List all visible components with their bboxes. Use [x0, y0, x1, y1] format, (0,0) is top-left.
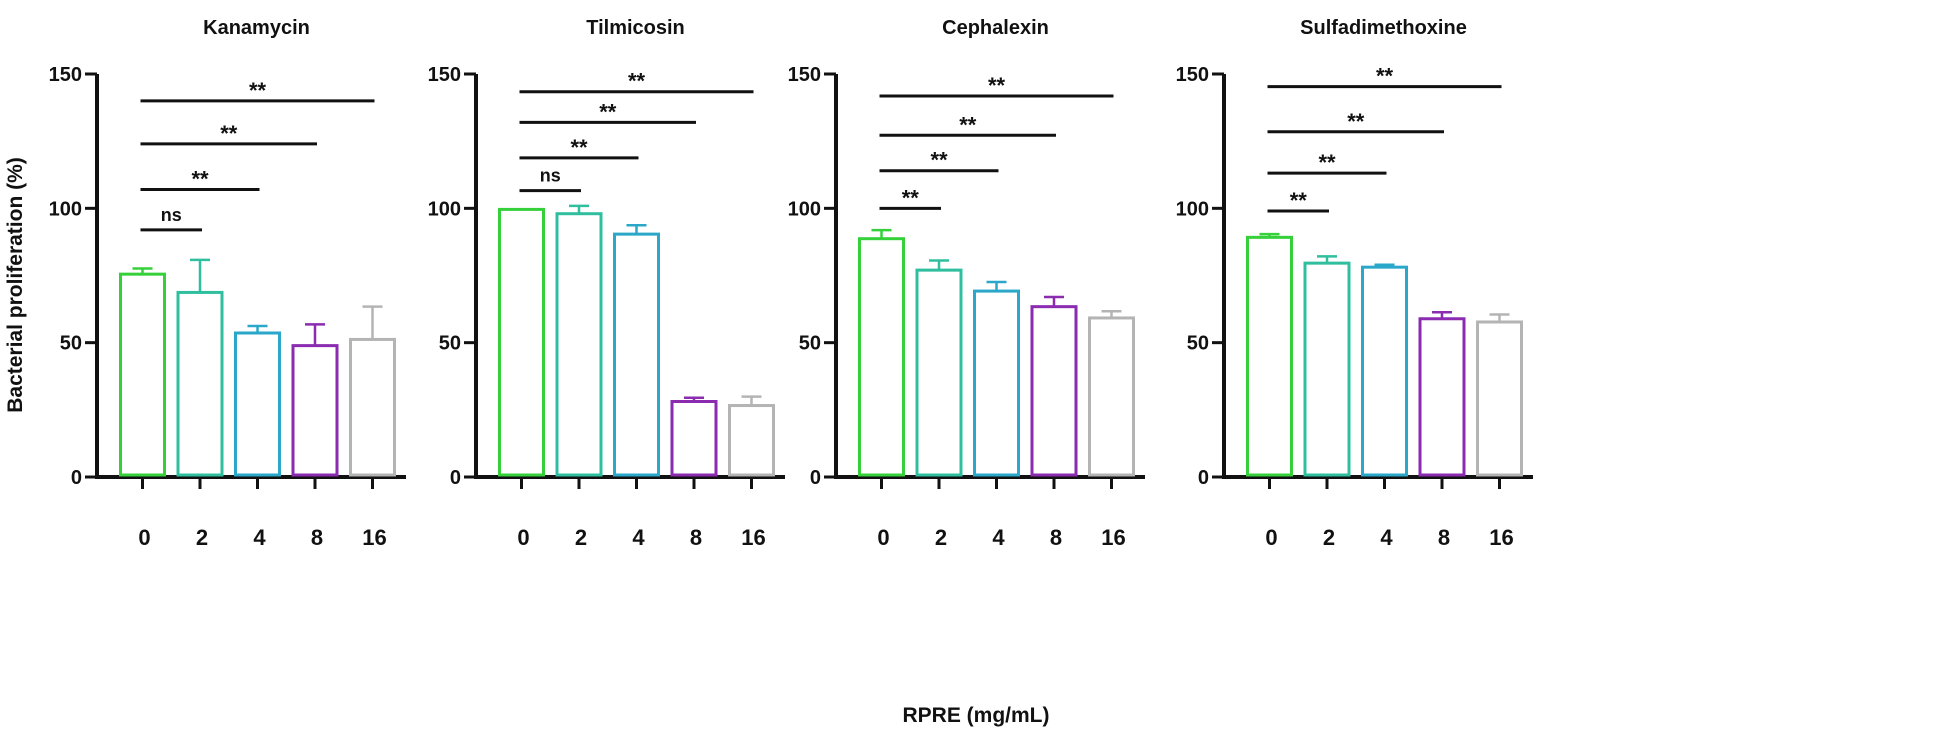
bar: [349, 337, 396, 477]
x-tick-label: 2: [1323, 525, 1335, 550]
significance-label: **: [1347, 109, 1365, 134]
bar: [291, 344, 339, 477]
significance-label: ns: [540, 166, 561, 186]
significance-label: **: [1290, 188, 1308, 213]
significance-label: **: [570, 135, 588, 160]
bar: [176, 290, 224, 477]
x-tick-label: 4: [632, 525, 645, 550]
x-tick-label: 8: [1438, 525, 1450, 550]
significance-label: **: [249, 78, 267, 103]
significance-label: ns: [161, 205, 182, 225]
x-tick-label: 2: [935, 525, 947, 550]
panel-cephalexin: Cephalexin 0 50 100 150 0 2 4 8 16 ** ** ** **: [788, 17, 1145, 550]
x-tick-label: 0: [517, 525, 529, 550]
y-tick-label: 100: [428, 198, 461, 220]
panel-title: Cephalexin: [942, 17, 1049, 39]
bar: [119, 272, 166, 477]
bar: [1030, 305, 1078, 477]
significance-label: **: [988, 73, 1006, 98]
x-tick-label: 0: [1265, 525, 1277, 550]
x-tick-label: 0: [877, 525, 889, 550]
x-axis-label: RPRE (mg/mL): [903, 704, 1050, 727]
x-tick-label: 8: [1050, 525, 1062, 550]
significance-label: **: [191, 167, 209, 192]
x-tick-label: 8: [311, 525, 323, 550]
y-tick-label: 50: [1187, 333, 1209, 355]
significance-label: **: [599, 99, 617, 124]
bar: [973, 289, 1020, 477]
y-tick-label: 150: [428, 64, 461, 86]
y-tick-label: 100: [1176, 198, 1209, 220]
bar: [670, 400, 718, 477]
x-tick-label: 4: [253, 525, 266, 550]
panel-title: Tilmicosin: [586, 17, 685, 39]
y-tick-label: 50: [799, 333, 821, 355]
y-tick-label: 150: [788, 64, 821, 86]
bar: [1476, 320, 1523, 477]
x-tick-label: 8: [690, 525, 702, 550]
bar: [728, 404, 775, 477]
y-tick-label: 0: [71, 467, 82, 489]
significance-label: **: [930, 148, 948, 173]
y-axis-label: Bacterial proliferation (%): [4, 157, 27, 413]
y-tick-label: 100: [788, 198, 821, 220]
x-tick-label: 16: [362, 525, 386, 550]
bar: [498, 207, 545, 477]
significance-label: **: [959, 112, 977, 137]
significance-label: **: [1376, 64, 1394, 89]
bar: [915, 268, 963, 477]
panel-kanamycin: Kanamycin 0 50 100 150 0 2 4 8 16 ns ** ** **: [49, 17, 406, 550]
y-tick-label: 50: [439, 333, 461, 355]
x-tick-label: 16: [741, 525, 765, 550]
x-tick-label: 0: [138, 525, 150, 550]
y-tick-label: 50: [60, 333, 82, 355]
y-tick-label: 0: [450, 467, 461, 489]
y-tick-label: 0: [1198, 467, 1209, 489]
panel-title: Kanamycin: [203, 17, 310, 39]
bar: [1361, 265, 1408, 477]
x-tick-label: 2: [575, 525, 587, 550]
bar: [1246, 235, 1293, 477]
significance-label: **: [628, 69, 646, 94]
y-tick-label: 150: [49, 64, 82, 86]
significance-label: **: [220, 121, 238, 146]
panel-sulfadimethoxine: Sulfadimethoxine 0 50 100 150 0 2 4 8 16 ** ** ** **: [1176, 17, 1533, 550]
bar: [555, 212, 603, 477]
bar: [1088, 316, 1135, 477]
bar: [613, 232, 660, 477]
bar: [1303, 261, 1351, 477]
y-tick-label: 100: [49, 198, 82, 220]
x-tick-label: 2: [196, 525, 208, 550]
significance-label: **: [1318, 150, 1336, 175]
significance-label: **: [902, 185, 920, 210]
x-tick-label: 16: [1489, 525, 1513, 550]
x-tick-label: 16: [1101, 525, 1125, 550]
bar: [1418, 317, 1466, 477]
x-tick-label: 4: [1380, 525, 1393, 550]
y-tick-label: 150: [1176, 64, 1209, 86]
bar: [858, 237, 905, 477]
y-tick-label: 0: [810, 467, 821, 489]
bar: [234, 331, 281, 477]
panel-tilmicosin: Tilmicosin 0 50 100 150 0 2 4 8 16 ns ** ** **: [428, 17, 785, 550]
panel-title: Sulfadimethoxine: [1300, 17, 1467, 39]
x-tick-label: 4: [992, 525, 1005, 550]
